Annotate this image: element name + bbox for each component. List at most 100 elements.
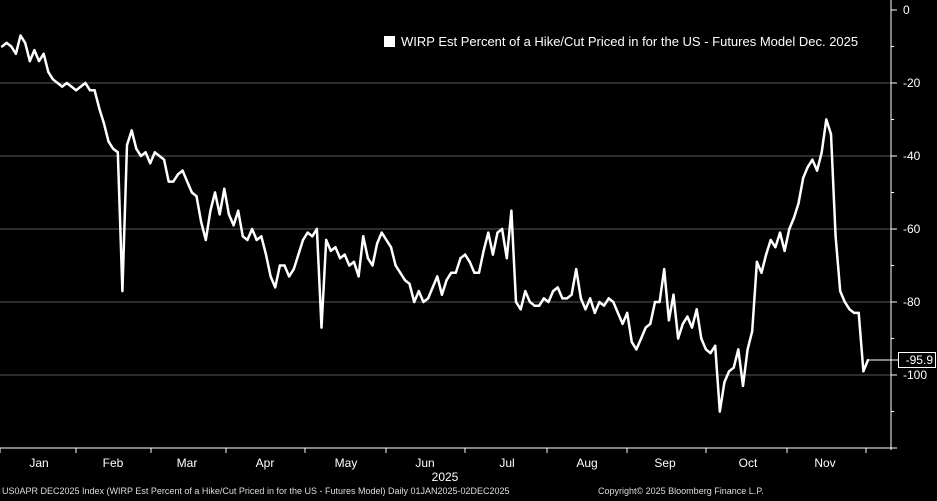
data-point [436,275,439,278]
x-tick-label: Aug [576,456,597,470]
data-point [487,231,490,234]
data-point [292,267,295,271]
data-point [468,260,471,264]
data-point [172,180,175,183]
data-point [209,209,212,212]
data-point [575,267,578,271]
data-point [676,337,680,340]
data-point [111,147,115,150]
data-point [181,169,184,172]
data-point [653,300,657,304]
data-point [473,271,476,274]
data-point [686,315,689,318]
data-point [408,282,411,285]
data-point [14,52,18,55]
data-point [737,348,740,351]
data-point [713,344,717,347]
data-point [33,48,36,52]
data-point [857,311,860,315]
y-tick-label: -60 [903,222,921,236]
data-point [510,209,513,212]
data-point [811,158,814,161]
data-point [380,231,383,234]
data-point [769,238,772,242]
data-point [19,34,22,37]
data-point [343,253,346,256]
grid-lines [0,82,891,376]
data-point [496,231,499,234]
data-point [283,264,286,267]
data-point [218,213,221,216]
data-point [371,264,374,267]
data-point [635,348,638,351]
data-point [56,81,59,85]
data-point [47,70,50,74]
data-point [829,132,833,136]
data-point [417,289,420,293]
y-axis: 0 -20 -40 -60 -80 -100 [890,0,927,450]
x-tick-label: Nov [814,456,835,470]
data-point [186,180,189,183]
data-point [389,246,393,249]
data-point [621,322,624,326]
x-tick-label: Mar [177,456,198,470]
footer-copyright: Copyright© 2025 Bloomberg Finance L.P. [598,486,764,496]
data-point [667,319,671,322]
data-point [130,129,133,132]
data-point [815,169,819,172]
y-tick-label: 0 [903,3,910,17]
data-point [190,191,194,194]
data-point [723,381,726,384]
data-point [431,286,434,289]
data-point [324,238,328,242]
data-point [792,216,796,220]
data-point [505,257,508,260]
data-point [42,52,45,55]
data-point [348,264,351,267]
x-tick-label: Sep [654,456,676,470]
data-point [362,235,365,238]
data-point [255,238,258,242]
data-point [477,271,481,274]
data-point [612,300,615,304]
data-point [454,271,458,274]
data-point [741,384,745,388]
data-point [329,249,333,253]
data-point [825,118,828,121]
legend: WIRP Est Percent of a Hike/Cut Priced in… [376,28,867,54]
data-point [616,311,620,315]
data-point [10,45,13,48]
data-point [153,151,157,154]
data-point [797,202,800,205]
data-point [598,300,601,304]
legend-label: WIRP Est Percent of a Hike/Cut Priced in… [401,33,859,49]
data-point [320,326,323,329]
data-point [213,191,217,194]
data-point [199,220,203,223]
data-point [727,370,731,373]
data-point [551,289,555,293]
data-point [848,308,851,311]
data-point [107,140,110,143]
data-point [315,227,319,231]
data-point [250,227,254,231]
data-point [704,348,708,351]
data-point [579,297,583,300]
data-point [158,154,161,158]
data-point [93,89,96,92]
data-point [23,41,27,45]
data-point [297,253,300,256]
data-point [232,224,235,227]
data-point [241,235,245,238]
data-point [602,304,606,307]
data-point [440,293,444,296]
series-layer [0,34,898,413]
data-point [584,308,587,311]
data-point [176,173,180,176]
data-point [84,81,87,85]
data-point [269,275,272,278]
data-point [450,271,453,274]
data-point [338,257,342,260]
data-point [755,260,759,264]
